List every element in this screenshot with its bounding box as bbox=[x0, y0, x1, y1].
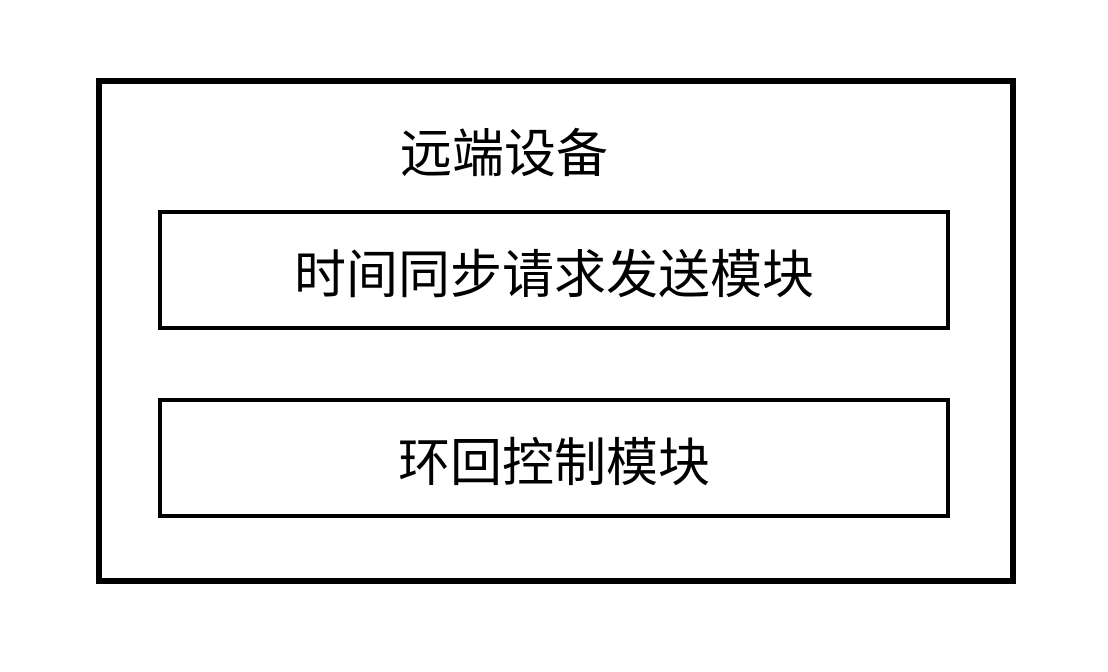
diagram-canvas: 远端设备 时间同步请求发送模块 环回控制模块 bbox=[0, 0, 1108, 672]
time-sync-request-send-module-label: 时间同步请求发送模块 bbox=[294, 233, 814, 308]
diagram-title: 远端设备 bbox=[400, 112, 608, 187]
loopback-control-module-label: 环回控制模块 bbox=[398, 421, 710, 496]
time-sync-request-send-module-box: 时间同步请求发送模块 bbox=[158, 210, 950, 330]
loopback-control-module-box: 环回控制模块 bbox=[158, 398, 950, 518]
